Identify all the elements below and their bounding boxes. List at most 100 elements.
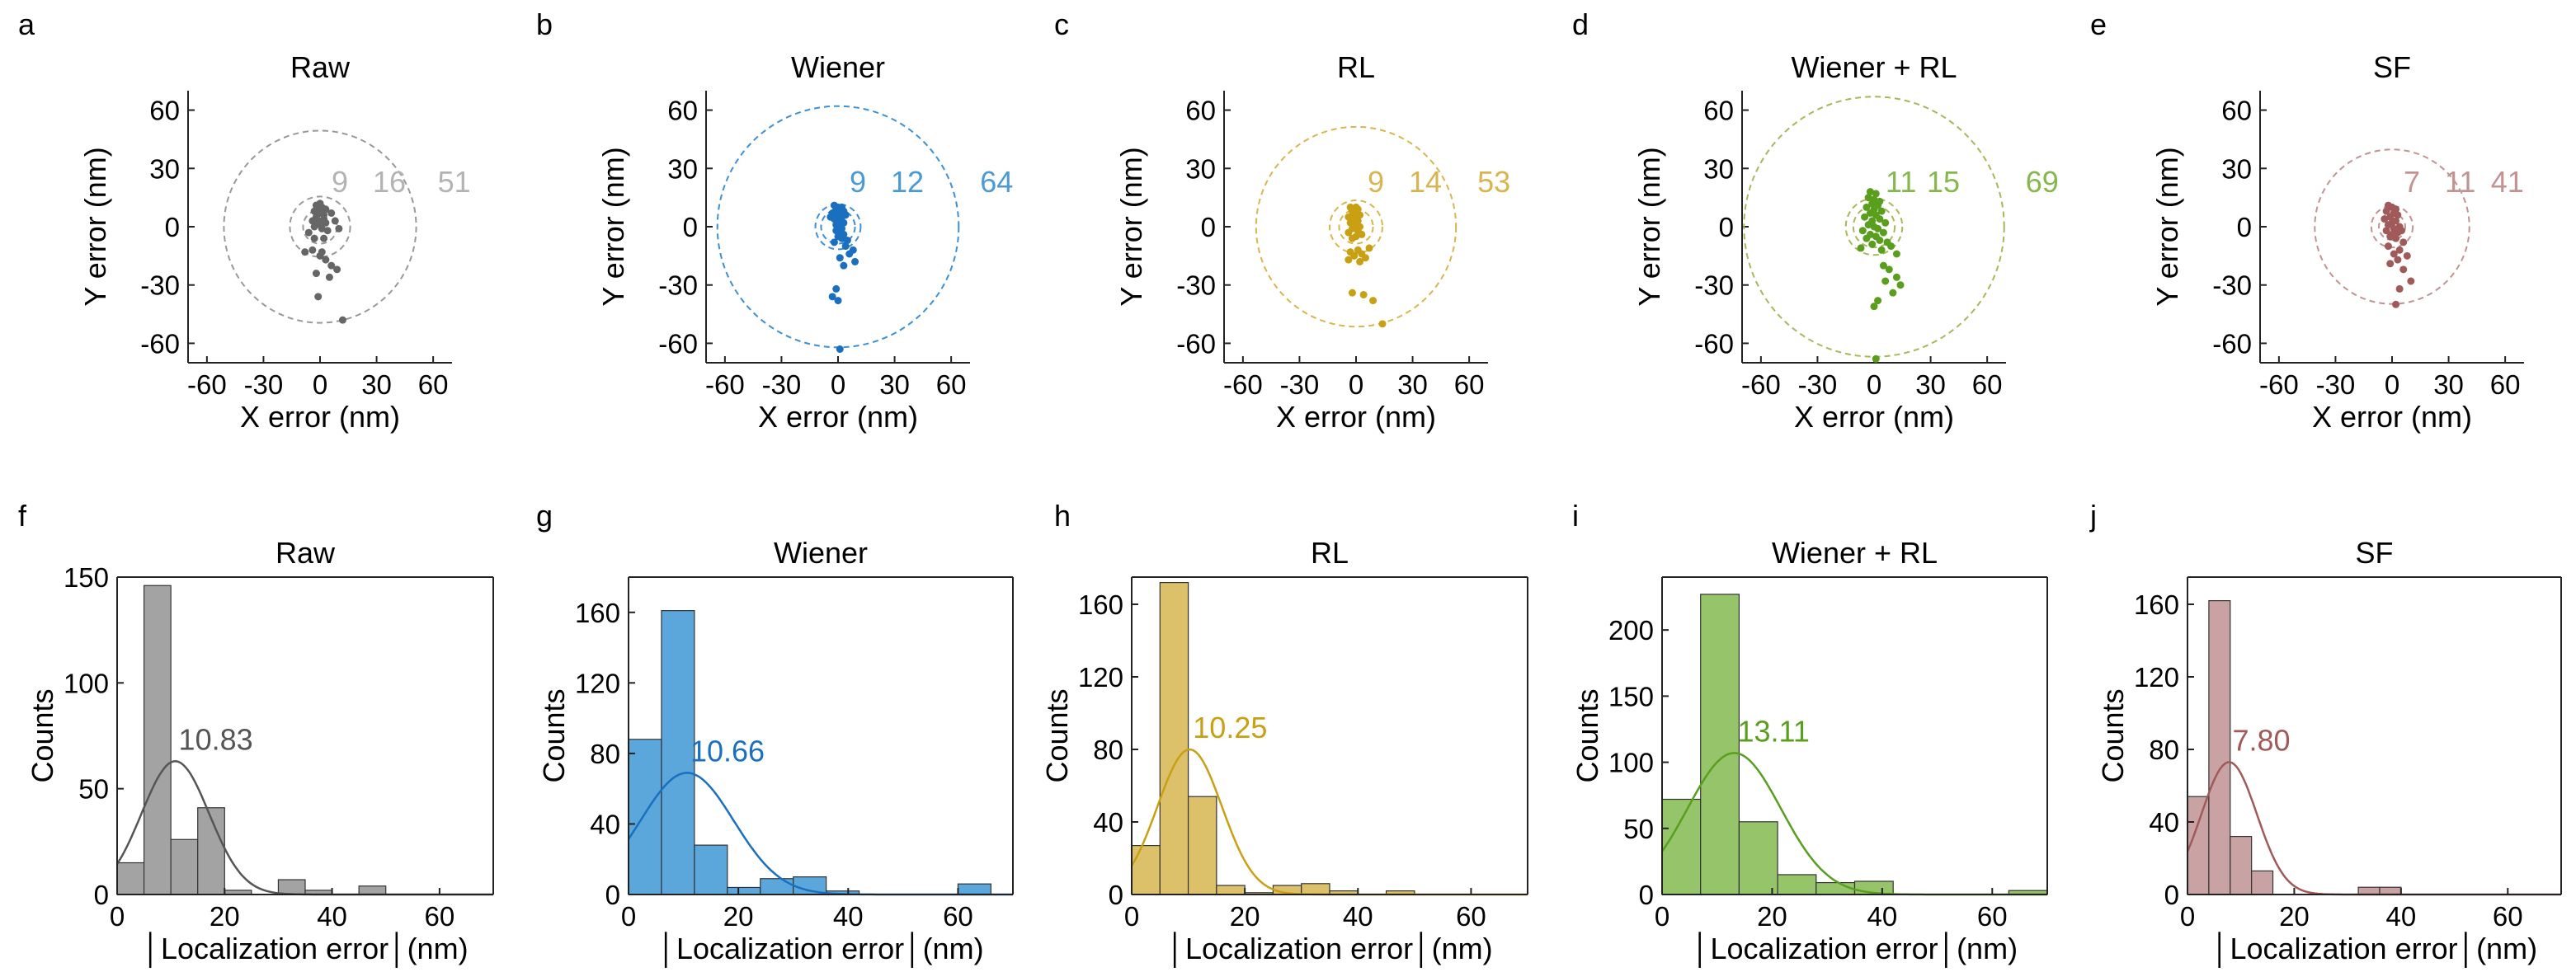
y-tick-label: 30 xyxy=(149,153,180,184)
data-point xyxy=(2407,277,2415,285)
y-tick-label: 0 xyxy=(1639,880,1654,910)
radius-label: 11 xyxy=(2445,165,2475,199)
x-axis-label: X error (nm) xyxy=(1276,400,1436,434)
data-point xyxy=(304,228,313,237)
x-tick-label: 20 xyxy=(2279,901,2310,932)
panel-letter: b xyxy=(536,7,553,41)
panel-letter: c xyxy=(1054,7,1069,41)
data-point xyxy=(333,265,341,274)
histogram-bar xyxy=(1661,798,1702,895)
data-point xyxy=(1872,355,1880,363)
data-point xyxy=(832,284,841,293)
data-point xyxy=(1879,261,1887,270)
data-point xyxy=(2395,284,2404,293)
histogram-bar xyxy=(1216,885,1246,895)
panel-title: SF xyxy=(2355,536,2393,570)
x-tick-label: 0 xyxy=(1655,901,1669,932)
histogram-bar xyxy=(143,585,172,895)
scatter-panel-d: d Wiener + RL -60 -30 0 30 60 60 30 0 -30 -60 X erro… xyxy=(1572,7,2059,434)
x-tick-label: 40 xyxy=(833,901,864,932)
x-tick-label: 20 xyxy=(210,901,240,932)
x-tick-label: 20 xyxy=(1757,901,1787,932)
histogram-bar xyxy=(1187,796,1217,895)
data-point xyxy=(1857,244,1865,252)
data-point xyxy=(1877,207,1886,215)
histogram-bar xyxy=(116,862,145,895)
data-point xyxy=(1863,234,1871,242)
y-tick-label: 0 xyxy=(2237,212,2252,242)
y-tick-label: 0 xyxy=(683,212,698,242)
data-point xyxy=(1874,297,1882,305)
histogram-bar xyxy=(727,886,761,895)
data-point xyxy=(2382,227,2390,235)
panel-letter: a xyxy=(18,7,35,41)
panel-title: Wiener + RL xyxy=(1772,536,1938,570)
data-point xyxy=(1345,256,1353,264)
histogram-bar xyxy=(1738,821,1778,895)
x-tick-label: 30 xyxy=(361,369,392,400)
error-radius-circle xyxy=(814,203,862,251)
x-tick-label: 0 xyxy=(1124,901,1139,932)
histogram-bar xyxy=(277,879,306,895)
y-tick-label: 0 xyxy=(165,212,180,242)
data-point xyxy=(338,316,346,324)
y-axis-label: Counts xyxy=(2096,688,2130,782)
y-tick-label: 40 xyxy=(2149,807,2179,838)
histogram-panel-h: h RL 10.25 0 20 40 60 0 40 80 120 160 │Localization … xyxy=(1040,499,1528,968)
error-radius-circle xyxy=(223,129,417,324)
data-point xyxy=(836,254,844,262)
histogram-bar xyxy=(197,807,225,895)
data-point xyxy=(1896,281,1905,289)
x-tick-label: 0 xyxy=(110,901,125,932)
histogram-bar xyxy=(628,739,662,895)
y-tick-label: 0 xyxy=(1719,212,1734,242)
y-tick-label: -60 xyxy=(2212,328,2252,359)
data-point xyxy=(1350,211,1359,219)
radius-label: 9 xyxy=(332,165,348,199)
histogram-bar xyxy=(1159,581,1189,895)
y-tick-label: -30 xyxy=(140,270,180,301)
x-tick-label: 40 xyxy=(2385,901,2416,932)
data-point xyxy=(308,246,317,254)
x-axis-label: │Localization error│(nm) xyxy=(1692,932,2018,968)
scatter-panel-b: b Wiener -60 -30 0 30 60 60 30 0 -30 -60 X error (nm… xyxy=(536,7,1013,434)
x-tick-label: 60 xyxy=(2490,369,2521,400)
panel-title: Wiener xyxy=(791,50,885,84)
data-point xyxy=(1369,297,1377,305)
data-point xyxy=(845,250,854,258)
histogram-panel-j: j SF 7.80 0 20 40 60 0 40 80 120 160 │Localization e… xyxy=(2089,499,2562,968)
data-point xyxy=(1866,188,1874,196)
x-tick-label: -30 xyxy=(1280,369,1320,400)
x-tick-label: -30 xyxy=(2316,369,2356,400)
y-axis-label: Counts xyxy=(1040,688,1074,782)
scatter-panel-a: a Raw -60 -30 0 30 60 60 30 0 -30 -60 X error (nm) Y … xyxy=(18,7,471,434)
y-axis-label: Y error (nm) xyxy=(1114,147,1148,306)
y-tick-label: 30 xyxy=(1703,153,1734,184)
x-tick-label: 40 xyxy=(1343,901,1373,932)
y-axis-label: Y error (nm) xyxy=(78,147,112,306)
mean-label: 7.80 xyxy=(2232,723,2290,757)
x-tick-label: 40 xyxy=(317,901,347,932)
histogram-panel-f: f Raw 10.83 0 20 40 60 0 50 100 150 │Localization e… xyxy=(18,499,494,968)
data-point xyxy=(2384,221,2392,229)
y-tick-label: 0 xyxy=(1109,880,1123,910)
y-axis-label: Y error (nm) xyxy=(596,147,630,306)
x-tick-label: 0 xyxy=(621,901,636,932)
error-radius-circle xyxy=(1852,204,1896,249)
data-point xyxy=(2386,213,2395,221)
y-tick-label: 30 xyxy=(667,153,698,184)
data-point xyxy=(312,270,320,278)
radius-label: 12 xyxy=(891,165,924,199)
x-axis-label: X error (nm) xyxy=(240,400,400,434)
data-point xyxy=(2397,227,2405,235)
x-tick-label: 60 xyxy=(2493,901,2523,932)
y-tick-label: 0 xyxy=(2164,880,2179,910)
x-tick-label: -60 xyxy=(1223,369,1263,400)
data-point xyxy=(1356,257,1364,265)
mean-label: 13.11 xyxy=(1737,714,1809,748)
panel-title: SF xyxy=(2373,50,2411,84)
x-tick-label: 60 xyxy=(418,369,449,400)
data-point xyxy=(1864,194,1872,202)
data-point xyxy=(826,213,835,221)
data-point xyxy=(327,261,336,270)
